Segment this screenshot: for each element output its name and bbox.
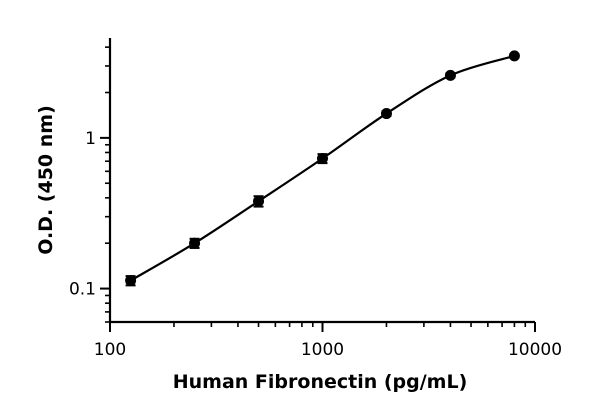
x-axis-title: Human Fibronectin (pg/mL) [173, 371, 468, 393]
x-tick-label: 100 [94, 340, 126, 360]
data-point [317, 152, 328, 164]
fit-curve [130, 54, 515, 282]
x-tick-label: 1000 [301, 340, 344, 360]
axes: 100 1000 10000 0.1 1 [69, 38, 562, 360]
y-tick-label: 0.1 [69, 280, 96, 300]
fit-curve-layer [130, 54, 515, 282]
y-axis-title: O.D. (450 nm) [35, 105, 57, 255]
data-point [508, 50, 520, 62]
data-points-layer [125, 50, 520, 287]
x-tick-label: 10000 [508, 340, 562, 360]
data-point [125, 275, 137, 287]
data-point [253, 195, 265, 207]
data-point [189, 237, 201, 249]
y-tick-label: 1 [85, 129, 96, 149]
data-point [444, 69, 456, 81]
data-point [380, 108, 392, 120]
